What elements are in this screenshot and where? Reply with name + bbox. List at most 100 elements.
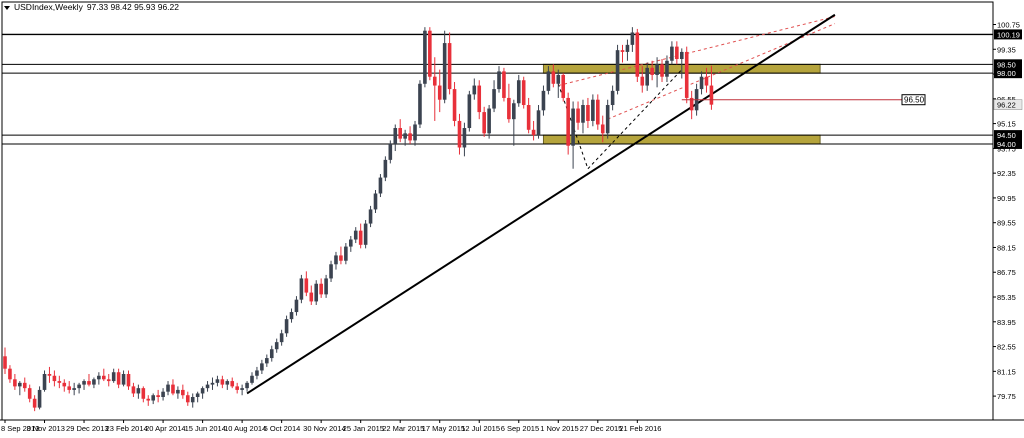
- dropdown-triangle-icon[interactable]: [4, 5, 10, 10]
- candle-body: [210, 382, 215, 385]
- y-tick-label: 100.75: [997, 21, 1020, 30]
- candle-body: [274, 342, 279, 350]
- candle-body: [42, 373, 47, 390]
- candle-body: [467, 94, 472, 129]
- candle-body: [605, 105, 610, 134]
- x-tick-label: 10 Aug 2014: [224, 424, 266, 433]
- candle-body: [596, 99, 600, 125]
- candle-body: [166, 384, 170, 392]
- candle-body: [141, 388, 146, 399]
- candle-body: [195, 393, 200, 397]
- candle-body: [67, 386, 72, 390]
- candle-body: [151, 395, 155, 401]
- candle-body: [413, 124, 417, 141]
- candle-body: [126, 373, 131, 387]
- candle-body: [398, 128, 402, 139]
- candle-body: [299, 278, 304, 300]
- candle-body: [121, 373, 126, 385]
- candle-body: [339, 255, 343, 261]
- candle-body: [314, 283, 319, 302]
- candle-body: [679, 51, 684, 60]
- candle-body: [556, 74, 561, 84]
- candle-body: [709, 85, 714, 105]
- candle-body: [640, 76, 645, 86]
- candle-body: [541, 90, 546, 111]
- y-tick-label: 96.55: [997, 95, 1016, 104]
- x-tick-label: 3 Nov 2013: [27, 424, 65, 433]
- candle-body: [699, 76, 704, 90]
- candle-body: [220, 379, 225, 385]
- candle-body: [403, 133, 407, 139]
- candle-body: [487, 108, 491, 134]
- candle-body: [240, 388, 244, 390]
- level-label-box: [994, 138, 1022, 149]
- candle-body: [146, 398, 151, 401]
- candle-body: [289, 312, 294, 320]
- candle-body: [576, 108, 580, 123]
- candle-body: [32, 398, 37, 408]
- candle-body: [610, 90, 615, 106]
- level-label: 98.50: [997, 60, 1016, 69]
- candle-body: [561, 74, 566, 98]
- candle-body: [57, 381, 62, 383]
- candle-body: [3, 356, 7, 369]
- current-price-label: 96.22: [997, 101, 1016, 110]
- candle-body: [630, 32, 635, 45]
- x-tick-label: 25 Jan 2015: [343, 424, 384, 433]
- candle-body: [205, 384, 210, 389]
- y-tick-label: 99.35: [997, 45, 1016, 54]
- y-tick-label: 82.55: [997, 343, 1016, 352]
- trendline[interactable]: [246, 13, 836, 395]
- x-tick-label: 29 Dec 2013: [66, 424, 109, 433]
- zone-2: [542, 134, 821, 145]
- candle-body: [344, 246, 348, 261]
- x-tick-label: 6 Sep 2015: [501, 424, 539, 433]
- annotation-label: 96.50: [904, 96, 925, 105]
- candle-body: [279, 333, 284, 343]
- candle-body: [102, 375, 106, 380]
- candle-body: [432, 76, 437, 86]
- level-label-box: [994, 68, 1022, 79]
- swing-line-2: [587, 69, 683, 170]
- candle-body: [319, 283, 323, 295]
- candle-body: [675, 46, 679, 60]
- level-label: 94.00: [997, 140, 1016, 149]
- candle-body: [531, 129, 536, 136]
- chart-header: USDIndex,Weekly 97.33 98.42 95.93 96.22: [4, 2, 179, 12]
- candle-body: [265, 358, 269, 364]
- y-tick-label: 90.95: [997, 194, 1016, 203]
- channel-line-1: [558, 16, 836, 87]
- candle-body: [635, 32, 640, 77]
- candle-body: [373, 193, 378, 210]
- candle-body: [670, 46, 674, 61]
- y-tick-label: 79.75: [997, 392, 1016, 401]
- candle-body: [230, 381, 235, 387]
- candle-body: [591, 99, 595, 121]
- candle-body: [571, 108, 575, 146]
- candle-body: [284, 319, 289, 334]
- candle-body: [684, 51, 689, 98]
- candle-body: [477, 85, 482, 113]
- x-tick-label: 8 Sep 2013: [1, 424, 39, 433]
- candle-body: [37, 389, 42, 408]
- candle-body: [349, 239, 353, 247]
- candle-body: [77, 384, 81, 389]
- candle-body: [620, 50, 625, 52]
- candle-body: [72, 388, 76, 390]
- y-tick-label: 88.15: [997, 243, 1016, 252]
- candle-body: [52, 375, 57, 382]
- y-tick-label: 92.35: [997, 169, 1016, 178]
- candle-body: [704, 76, 709, 86]
- y-tick-label: 95.15: [997, 120, 1016, 129]
- x-tick-label: 20 Apr 2014: [145, 424, 185, 433]
- candle-body: [329, 264, 333, 279]
- candle-body: [324, 278, 328, 295]
- level-label-box: [994, 59, 1022, 70]
- candle-body: [111, 372, 116, 382]
- candle-body: [516, 80, 521, 104]
- candle-body: [225, 381, 230, 385]
- candle-body: [521, 80, 526, 106]
- x-tick-label: 15 Jun 2014: [185, 424, 226, 433]
- y-tick-label: 89.55: [997, 219, 1016, 228]
